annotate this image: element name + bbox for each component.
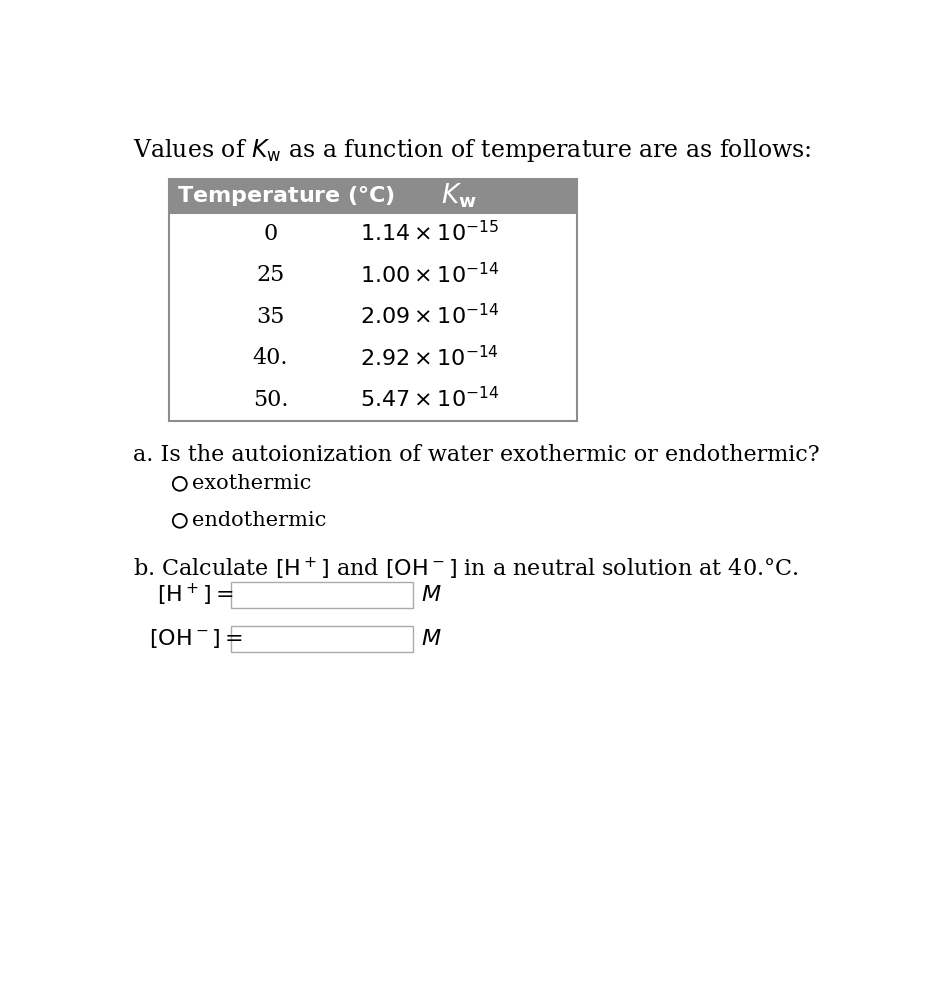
Text: $M$: $M$ bbox=[420, 584, 442, 606]
Text: 50.: 50. bbox=[253, 389, 288, 411]
Text: $\mathbf{Temperature\ (°C)}$: $\mathbf{Temperature\ (°C)}$ bbox=[177, 184, 395, 208]
Text: $1.14 \times 10^{-15}$: $1.14 \times 10^{-15}$ bbox=[360, 221, 499, 246]
Text: $\mathbf{\mathit{K}}_\mathbf{w}$: $\mathbf{\mathit{K}}_\mathbf{w}$ bbox=[441, 182, 477, 211]
Text: exothermic: exothermic bbox=[193, 474, 312, 493]
Text: $5.47 \times 10^{-14}$: $5.47 \times 10^{-14}$ bbox=[360, 388, 499, 412]
Bar bbox=[231, 582, 413, 608]
Text: $2.09 \times 10^{-14}$: $2.09 \times 10^{-14}$ bbox=[360, 304, 499, 330]
Text: b. Calculate $\left[\mathrm{H}^+\right]$ and $\left[\mathrm{OH}^-\right]$ in a n: b. Calculate $\left[\mathrm{H}^+\right]$… bbox=[133, 555, 799, 582]
Text: $M$: $M$ bbox=[420, 628, 442, 649]
Text: $\left[\mathrm{OH}^-\right] =$: $\left[\mathrm{OH}^-\right] =$ bbox=[149, 627, 243, 650]
Text: $1.00 \times 10^{-14}$: $1.00 \times 10^{-14}$ bbox=[360, 263, 499, 287]
Text: 35: 35 bbox=[257, 306, 285, 328]
Bar bbox=[169, 179, 578, 213]
Text: $\left[\mathrm{H}^+\right] =$: $\left[\mathrm{H}^+\right] =$ bbox=[156, 582, 233, 608]
Text: 40.: 40. bbox=[253, 347, 288, 369]
Text: $2.92 \times 10^{-14}$: $2.92 \times 10^{-14}$ bbox=[360, 345, 499, 371]
Text: 25: 25 bbox=[257, 264, 285, 286]
Text: endothermic: endothermic bbox=[193, 512, 326, 530]
Text: 0: 0 bbox=[263, 222, 277, 245]
Text: a. Is the autoionization of water exothermic or endothermic?: a. Is the autoionization of water exothe… bbox=[133, 444, 820, 465]
Bar bbox=[231, 626, 413, 651]
Bar bbox=[169, 179, 578, 421]
Text: Values of $K_{\mathrm{w}}$ as a function of temperature are as follows:: Values of $K_{\mathrm{w}}$ as a function… bbox=[133, 137, 812, 163]
